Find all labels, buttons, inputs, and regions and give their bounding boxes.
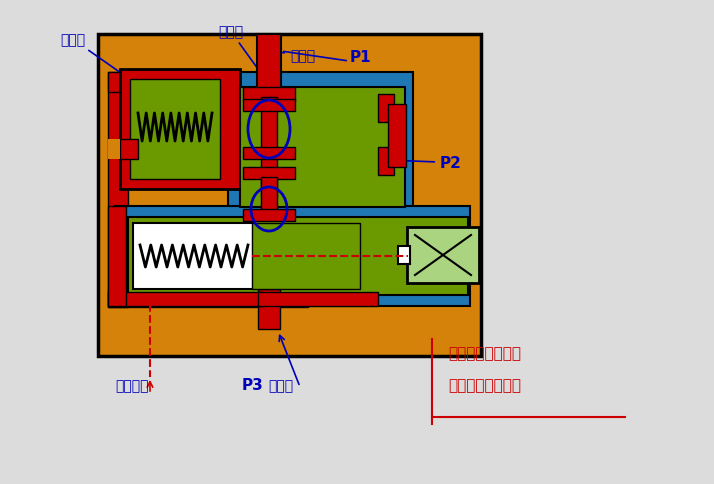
Bar — [108, 292, 263, 306]
Text: 当出口压力升高时: 当出口压力升高时 — [448, 377, 521, 392]
Bar — [398, 246, 410, 264]
Text: P2: P2 — [365, 156, 462, 171]
Text: 泄露油口: 泄露油口 — [115, 378, 149, 392]
Bar — [261, 98, 277, 197]
Bar — [128, 217, 468, 295]
Bar — [133, 224, 253, 289]
Bar — [261, 178, 277, 215]
Bar — [258, 289, 280, 329]
Text: P1: P1 — [350, 50, 371, 65]
Bar — [108, 73, 128, 307]
Bar — [108, 73, 188, 93]
Bar — [243, 148, 295, 160]
Bar — [258, 292, 378, 306]
Text: 当出口压力降底时: 当出口压力降底时 — [448, 345, 521, 360]
Bar — [115, 207, 470, 306]
Bar — [115, 207, 470, 306]
Bar — [249, 100, 289, 110]
Bar — [130, 80, 220, 180]
Bar — [243, 100, 295, 112]
Text: 节流口: 节流口 — [60, 33, 156, 98]
Bar — [98, 35, 481, 356]
Bar — [378, 148, 394, 176]
Text: 出油口: 出油口 — [268, 378, 293, 392]
Bar — [252, 224, 360, 289]
Bar — [240, 88, 405, 208]
Bar — [108, 140, 120, 160]
Bar — [243, 167, 295, 180]
Text: 减压口: 减压口 — [218, 25, 256, 68]
Text: P3: P3 — [242, 377, 263, 392]
Bar — [120, 70, 240, 190]
Bar — [243, 88, 295, 102]
Bar — [120, 140, 138, 160]
Bar — [108, 207, 126, 306]
Bar — [378, 95, 394, 123]
Bar — [388, 105, 406, 167]
Bar — [407, 227, 479, 284]
Bar — [108, 289, 308, 307]
Bar — [243, 210, 295, 222]
Bar — [228, 73, 413, 212]
Text: 进油口: 进油口 — [272, 49, 315, 63]
Bar — [257, 35, 281, 93]
Bar — [228, 73, 413, 212]
